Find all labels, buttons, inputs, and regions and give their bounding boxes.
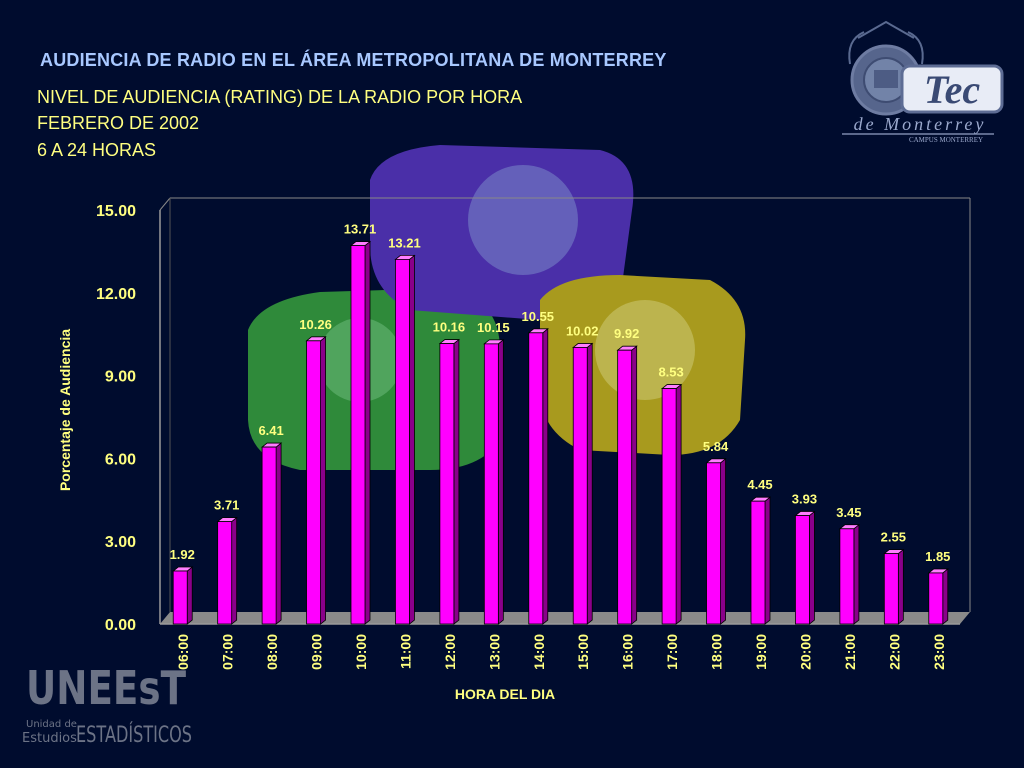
value-label: 2.55 [881,530,906,545]
value-label: 4.45 [747,477,772,492]
x-tick-label: 08:00 [264,634,280,670]
bar [305,335,327,625]
value-label: 10.16 [433,320,466,335]
uneest-logo-line3: ESTADÍSTICOS [76,722,192,748]
bar [527,327,549,625]
bar [394,254,416,625]
value-label: 6.41 [258,423,283,438]
value-label: 3.93 [792,492,817,507]
bar [616,345,638,625]
x-tick-label: 19:00 [753,634,769,670]
x-tick-label: 18:00 [709,634,725,670]
value-labels: 1.92 3.71 6.41 10.26 13.71 13.21 10.16 10.15 10.… [170,222,951,564]
x-axis-label: HORA DEL DIA [455,686,555,702]
x-tick-label: 22:00 [886,634,902,670]
uneest-logo: UNEEsT Unidad de Estudios ESTADÍSTICOS [22,661,192,748]
y-tick-label: 12.00 [96,286,136,303]
tec-logo-line3: CAMPUS MONTERREY [909,136,983,144]
subtitle-line-1: NIVEL DE AUDIENCIA (RATING) DE LA RADIO … [37,87,523,107]
bar [794,510,816,625]
y-tick-label: 3.00 [105,534,136,551]
uneest-logo-line1: Unidad de [26,719,77,730]
bar [172,566,194,625]
y-tick-label: 0.00 [105,617,136,634]
bar [660,383,683,625]
value-label: 13.71 [344,222,377,237]
tec-logo-line2: de Monterrey [854,114,987,134]
tec-logo-name: Tec [924,67,981,112]
bar [883,548,905,625]
x-tick-label: 21:00 [842,634,858,670]
y-axis-ticks: 0.00 3.00 6.00 9.00 12.00 15.00 [96,203,136,634]
bar [483,339,505,625]
x-tick-label: 23:00 [931,634,947,670]
bar [927,568,949,625]
x-axis-ticks: 06:00 07:00 08:00 09:00 10:00 11:00 12:00 13:00… [175,634,947,670]
x-tick-label: 06:00 [175,634,191,670]
x-tick-label: 11:00 [397,634,413,669]
value-label: 9.92 [614,326,639,341]
subtitle-line-3: 6 A 24 HORAS [37,140,157,160]
y-tick-label: 15.00 [96,203,136,220]
x-tick-label: 15:00 [575,634,591,670]
x-tick-label: 17:00 [664,634,680,670]
x-tick-label: 07:00 [220,634,236,670]
value-label: 10.02 [566,323,599,338]
uneest-logo-line2: Estudios [22,731,77,746]
x-tick-label: 10:00 [353,634,369,670]
value-label: 13.21 [388,235,421,250]
y-tick-label: 9.00 [105,369,136,386]
tec-de-monterrey-logo: Tec de Monterrey CAMPUS MONTERREY [842,20,1004,144]
value-label: 3.71 [214,498,239,513]
bar [749,496,772,625]
value-label: 8.53 [658,365,683,380]
y-axis-label: Porcentaje de Audiencia [57,329,73,491]
bar [572,342,594,625]
value-label: 5.84 [703,439,729,454]
x-tick-label: 09:00 [309,634,325,670]
chart-title: AUDIENCIA DE RADIO EN EL ÁREA METROPOLIT… [40,50,667,70]
value-label: 1.92 [170,547,195,562]
value-label: 3.45 [836,505,861,520]
value-label: 1.85 [925,549,950,564]
x-tick-label: 20:00 [797,634,813,670]
subtitle-line-2: FEBRERO DE 2002 [37,113,200,133]
x-tick-label: 16:00 [620,634,636,670]
value-label: 10.55 [522,309,555,324]
bar [349,240,372,625]
value-label: 10.15 [477,320,510,335]
uneest-logo-name: UNEEsT [26,661,186,715]
y-tick-label: 6.00 [105,451,136,468]
bar [260,442,283,625]
x-tick-label: 13:00 [486,634,502,670]
bar [705,457,727,625]
value-label: 10.26 [299,317,332,332]
x-tick-label: 14:00 [531,634,547,670]
bar [216,516,238,625]
bars [172,240,949,625]
bar [838,523,861,625]
bar [438,338,461,625]
x-tick-label: 12:00 [442,634,458,670]
